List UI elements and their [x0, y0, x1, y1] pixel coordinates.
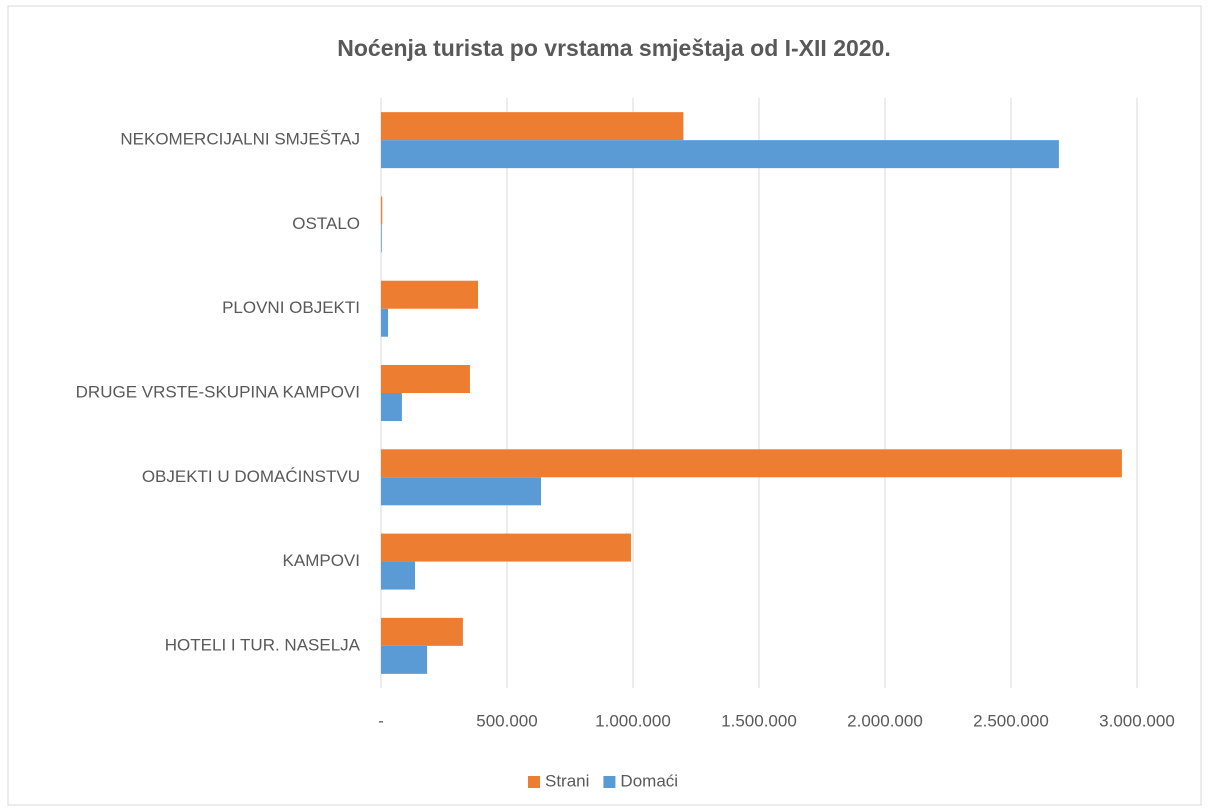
legend-label: Domaći [620, 771, 678, 790]
y-tick-label: KAMPOVI [283, 551, 360, 570]
bar [381, 112, 684, 141]
y-tick-label: OSTALO [292, 214, 360, 233]
legend-swatch [528, 776, 540, 788]
x-tick-label: 1.000.000 [595, 711, 671, 730]
legend-label: Strani [545, 771, 589, 790]
bar [381, 308, 389, 337]
chart-title: Noćenja turista po vrstama smještaja od … [337, 35, 891, 61]
x-tick-label: 3.000.000 [1099, 711, 1175, 730]
bar [381, 365, 470, 393]
y-tick-label: HOTELI I TUR. NASELJA [165, 635, 361, 654]
bar [381, 449, 1122, 478]
y-tick-label: PLOVNI OBJEKTI [222, 298, 360, 317]
bar [381, 280, 479, 309]
bar [381, 617, 463, 646]
x-tick-label: 1.500.000 [721, 711, 797, 730]
bar [381, 196, 383, 225]
bar [381, 561, 416, 590]
x-tick-label: 500.000 [476, 711, 537, 730]
y-tick-label: OBJEKTI U DOMAĆINSTVU [142, 467, 360, 486]
bar [381, 477, 542, 506]
bar [381, 645, 428, 674]
x-tick-label: 2.000.000 [847, 711, 923, 730]
x-tick-label: - [378, 711, 384, 730]
bar [381, 393, 402, 421]
bar [381, 140, 1059, 169]
bar [381, 224, 382, 253]
y-tick-label: DRUGE VRSTE-SKUPINA KAMPOVI [76, 382, 360, 401]
y-tick-label: NEKOMERCIJALNI SMJEŠTAJ [120, 130, 360, 149]
x-tick-label: 2.500.000 [973, 711, 1049, 730]
legend-swatch [603, 776, 616, 788]
bar [381, 533, 631, 562]
